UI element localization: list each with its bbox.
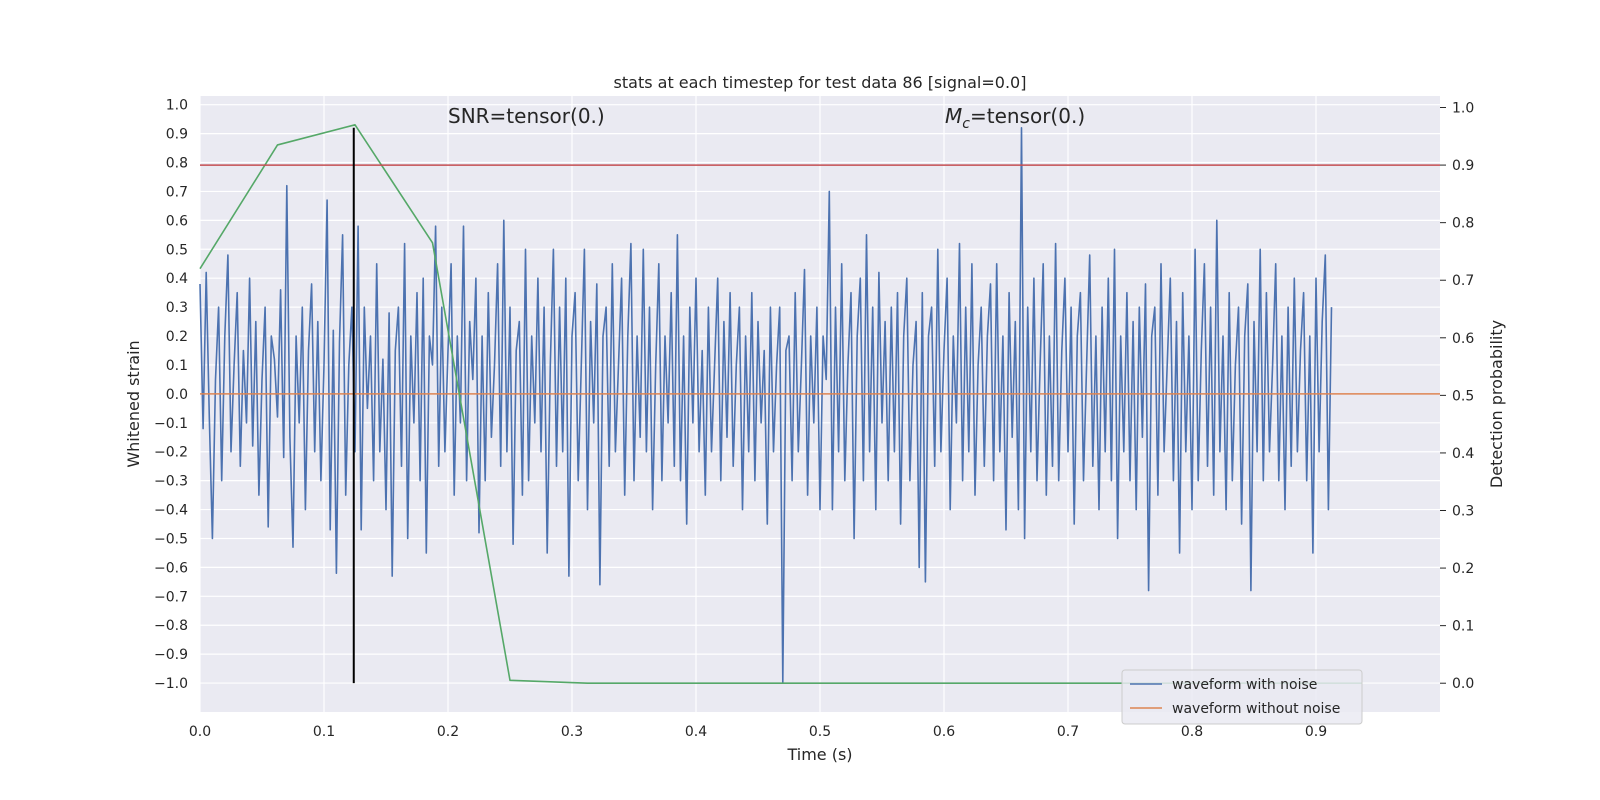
y-tick-label-left: −0.2 [154, 445, 188, 461]
y-tick-label-left: 0.6 [166, 213, 188, 229]
x-tick-label: 0.7 [1057, 724, 1079, 740]
x-tick-label: 0.4 [685, 724, 707, 740]
y-tick-label-left: −0.3 [154, 474, 188, 490]
y-tick-label-left: −0.4 [154, 503, 188, 519]
legend-box [1121, 669, 1363, 725]
y-tick-label-right: 0.3 [1452, 504, 1474, 520]
y-tick-label-right: 0.4 [1452, 446, 1474, 462]
y-tick-label-left: 0.0 [166, 387, 188, 403]
mc-annotation: Mc=tensor(0.) [945, 104, 1085, 132]
y-tick-label-right: 0.2 [1452, 561, 1474, 577]
y-tick-label-right: 0.0 [1452, 676, 1474, 692]
y-tick-label-left: −0.8 [154, 618, 188, 634]
y-axis-title-right: Detection probability [1487, 320, 1506, 488]
y-tick-label-left: 0.3 [166, 300, 188, 316]
x-tick-label: 0.8 [1181, 724, 1203, 740]
series-line-waveform-with-noise [199, 127, 1333, 684]
x-tick-label: 0.2 [437, 724, 459, 740]
y-tick-label-left: −0.6 [154, 560, 188, 576]
marker-layer [200, 127, 1440, 684]
y-tick-label-left: −1.0 [154, 676, 188, 692]
y-axis-title-left: Whitened strain [124, 340, 143, 467]
chart-title: stats at each timestep for test data 86 … [614, 73, 1027, 92]
mc-symbol: M [945, 104, 962, 128]
y-tick-label-right: 0.8 [1452, 216, 1474, 232]
x-tick-label: 0.1 [313, 724, 335, 740]
x-tick-label: 0.5 [809, 724, 831, 740]
mc-value: =tensor(0.) [970, 104, 1085, 128]
y-tick-label-right: 1.0 [1452, 101, 1474, 117]
y-tick-label-left: 1.0 [166, 98, 188, 114]
y-tick-label-left: −0.7 [154, 589, 188, 605]
x-tick-label: 0.9 [1305, 724, 1327, 740]
y-tick-label-left: −0.1 [154, 416, 188, 432]
x-axis-title: Time (s) [786, 745, 852, 764]
y-tick-label-left: 0.7 [166, 184, 188, 200]
x-tick-label: 0.0 [189, 724, 211, 740]
y-tick-label-right: 0.6 [1452, 331, 1474, 347]
legend-label-waveform-with-noise: waveform with noise [1172, 677, 1317, 693]
y-tick-label-left: 0.1 [166, 358, 188, 374]
axes: 0.0 0.1 0.2 0.3 0.4 0.5 0.6 0.7 0.8 0.9 1.0 0.9 0.8 0… [154, 98, 1474, 740]
mc-subscript: c [962, 116, 970, 132]
y-tick-label-right: 0.7 [1452, 273, 1474, 289]
y-tick-label-left: 0.5 [166, 242, 188, 258]
y-tick-label-right: 0.9 [1452, 158, 1474, 174]
y-tick-label-right: 0.5 [1452, 388, 1474, 404]
x-tick-label: 0.6 [933, 724, 955, 740]
y-tick-label-left: −0.9 [154, 647, 188, 663]
legend: waveform with noise waveform without noi… [1121, 669, 1363, 725]
snr-annotation: SNR=tensor(0.) [448, 104, 605, 128]
y-tick-label-left: 0.4 [166, 271, 188, 287]
y-tick-label-left: 0.8 [166, 156, 188, 172]
y-tick-label-left: −0.5 [154, 531, 188, 547]
y-tick-label-left: 0.2 [166, 329, 188, 345]
legend-label-waveform-without-noise: waveform without noise [1172, 701, 1340, 717]
y-tick-label-right: 0.1 [1452, 619, 1474, 635]
x-tick-label: 0.3 [561, 724, 583, 740]
y-tick-label-left: 0.9 [166, 127, 188, 143]
